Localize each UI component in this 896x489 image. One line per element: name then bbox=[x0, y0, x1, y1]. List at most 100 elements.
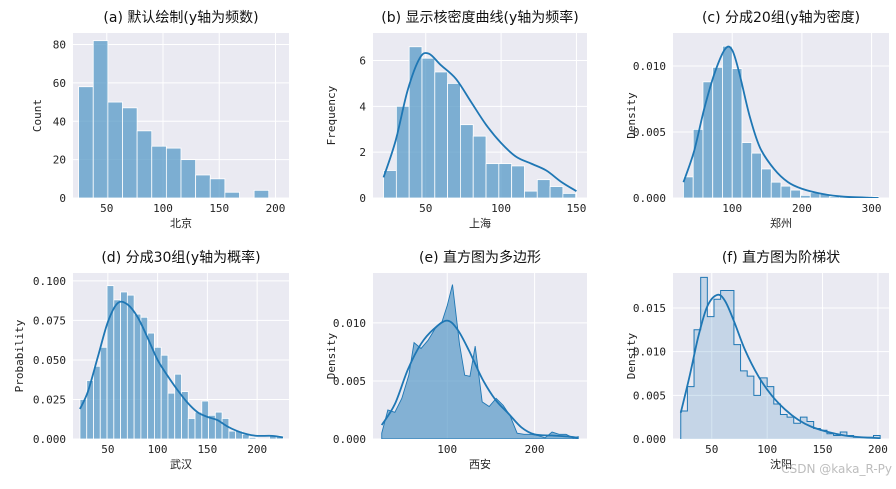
subplot-title: (b) 显示核密度曲线(y轴为频率) bbox=[381, 9, 578, 26]
histogram-bar bbox=[99, 346, 108, 439]
x-tick-label: 100 bbox=[722, 202, 742, 215]
kde-curve bbox=[679, 293, 881, 439]
subplot-2: 50 100 150 0 2 4 6 (b) 显示核密度曲线(y轴为频率) 上海 Frequenc… bbox=[325, 9, 587, 230]
y-tick-label: 0.000 bbox=[33, 433, 66, 446]
subplot-1: 50 100 150 200 0 20 40 60 80 (a) 默认绘制(y轴为频数) 北京 Cou… bbox=[31, 10, 289, 230]
x-tick-label: 150 bbox=[813, 443, 833, 456]
x-axis-label: 西安 bbox=[469, 457, 491, 471]
x-tick-label: 300 bbox=[862, 202, 882, 215]
subplot-title: (c) 分成20组(y轴为密度) bbox=[702, 9, 860, 26]
y-tick-label: 0.025 bbox=[33, 393, 66, 406]
histogram-bar bbox=[93, 365, 101, 439]
y-tick-label: 2 bbox=[359, 146, 366, 159]
subplot-title: (a) 默认绘制(y轴为频数) bbox=[103, 10, 258, 26]
y-tick-label: 60 bbox=[53, 77, 66, 90]
histogram-bar bbox=[498, 163, 513, 198]
histogram-bar bbox=[224, 191, 240, 198]
y-tick-label: 0.010 bbox=[633, 346, 666, 359]
histogram-bar bbox=[562, 193, 577, 198]
y-axis-label: Density bbox=[325, 332, 338, 379]
histogram-bar bbox=[395, 105, 410, 198]
histogram-bar bbox=[722, 45, 733, 198]
x-tick-label: 200 bbox=[266, 202, 286, 215]
histogram-bar bbox=[181, 391, 189, 439]
x-tick-label: 100 bbox=[148, 443, 168, 456]
x-tick-label: 200 bbox=[247, 443, 267, 456]
histogram-bar bbox=[201, 400, 209, 439]
histogram-bar bbox=[524, 190, 538, 198]
histogram-bar bbox=[702, 81, 714, 198]
histogram-bar bbox=[472, 135, 487, 198]
histogram-bar bbox=[485, 163, 500, 198]
x-axis-label: 郑州 bbox=[770, 216, 792, 230]
histogram-bar bbox=[221, 418, 230, 439]
kde-curve bbox=[79, 300, 284, 439]
y-axis-label: Density bbox=[625, 332, 638, 379]
x-tick-label: 100 bbox=[757, 443, 777, 456]
y-tick-label: 0.075 bbox=[33, 314, 66, 327]
histogram-bar bbox=[214, 411, 223, 439]
histogram-bar bbox=[165, 147, 182, 198]
histogram-bar bbox=[248, 437, 257, 439]
histogram-bar bbox=[180, 159, 197, 198]
data-layer bbox=[78, 40, 270, 198]
histogram-bar bbox=[460, 124, 474, 198]
histogram-bar bbox=[434, 71, 448, 198]
y-tick-label: 0.010 bbox=[333, 317, 366, 330]
histogram-bar bbox=[536, 179, 551, 198]
y-tick-label: 20 bbox=[53, 154, 66, 167]
histogram-bar bbox=[133, 313, 142, 439]
histogram-bar bbox=[253, 189, 270, 198]
histogram-bar bbox=[421, 57, 436, 198]
subplot-title: (f) 直方图为阶梯状 bbox=[722, 249, 840, 266]
histogram-bar bbox=[692, 128, 704, 198]
histogram-bar bbox=[511, 165, 525, 198]
x-tick-label: 200 bbox=[792, 202, 812, 215]
histogram-bar bbox=[107, 101, 123, 198]
y-tick-label: 0.000 bbox=[333, 433, 366, 446]
y-tick-label: 80 bbox=[53, 39, 66, 52]
subplot-3: 100 200 300 0.000 0.005 0.010 (c) 分成20组(y轴为密度)… bbox=[625, 9, 889, 230]
y-tick-label: 0.015 bbox=[633, 302, 666, 315]
y-tick-label: 0 bbox=[59, 192, 66, 205]
data-layer bbox=[682, 45, 879, 198]
y-axis-label: Count bbox=[31, 99, 44, 132]
y-tick-label: 0 bbox=[359, 192, 366, 205]
x-tick-label: 100 bbox=[153, 202, 173, 215]
watermark: CSDN @kaka_R-Py bbox=[781, 462, 892, 476]
data-layer bbox=[382, 46, 577, 198]
x-tick-label: 150 bbox=[567, 202, 587, 215]
histogram-bar bbox=[195, 174, 211, 198]
histogram-bar bbox=[120, 291, 128, 439]
histogram-bar bbox=[92, 40, 109, 198]
x-tick-label: 50 bbox=[705, 443, 718, 456]
histogram-bar bbox=[126, 294, 135, 439]
x-tick-label: 150 bbox=[209, 202, 229, 215]
kde-curve bbox=[380, 319, 579, 439]
histogram-bar bbox=[712, 66, 723, 198]
y-tick-label: 0.005 bbox=[633, 126, 666, 139]
histogram-bar bbox=[408, 46, 423, 198]
kde-curve bbox=[682, 45, 879, 198]
x-tick-label: 50 bbox=[101, 443, 114, 456]
y-tick-label: 0.050 bbox=[33, 354, 66, 367]
x-tick-label: 100 bbox=[491, 202, 511, 215]
histogram-bar bbox=[383, 170, 397, 198]
y-tick-label: 40 bbox=[53, 115, 66, 128]
histogram-bar bbox=[136, 130, 153, 198]
histogram-bar bbox=[761, 168, 772, 198]
histogram-bar bbox=[790, 189, 801, 198]
histogram-bar bbox=[151, 145, 167, 198]
kde-curve bbox=[382, 52, 577, 192]
y-axis-label: Probability bbox=[13, 319, 26, 392]
y-axis-label: Frequency bbox=[325, 85, 338, 145]
x-tick-label: 100 bbox=[437, 443, 457, 456]
subplot-title: (e) 直方图为多边形 bbox=[419, 249, 541, 266]
histogram-bar bbox=[228, 430, 237, 439]
histogram-bar bbox=[731, 68, 743, 198]
x-axis-label: 武汉 bbox=[170, 458, 192, 471]
histogram-bar bbox=[800, 194, 811, 198]
y-tick-label: 6 bbox=[359, 55, 366, 68]
y-tick-label: 0.005 bbox=[333, 375, 366, 388]
data-layer bbox=[679, 276, 881, 439]
